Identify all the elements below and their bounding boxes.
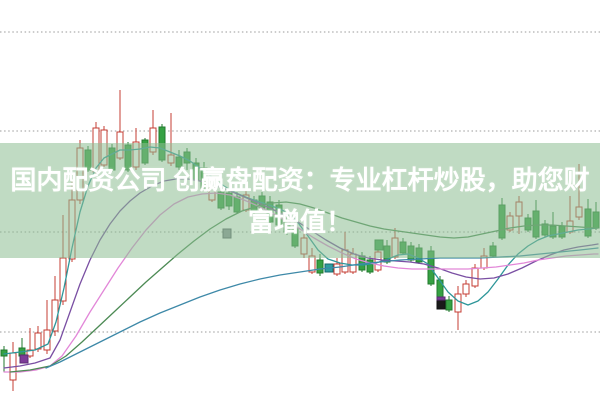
candle-body bbox=[391, 237, 399, 258]
marker-box bbox=[436, 296, 446, 301]
ma-purple bbox=[3, 178, 599, 369]
candle-body bbox=[149, 127, 157, 153]
candle-body bbox=[462, 283, 470, 295]
candle-body bbox=[183, 151, 191, 164]
candle-body bbox=[26, 349, 34, 357]
candle-body bbox=[366, 259, 374, 273]
candle-body bbox=[141, 139, 149, 164]
candle-body bbox=[175, 156, 183, 168]
candle-body bbox=[515, 201, 523, 217]
candle-body bbox=[132, 141, 140, 168]
candle-body bbox=[333, 263, 341, 275]
candle-body bbox=[592, 211, 600, 229]
candle-body bbox=[471, 267, 479, 287]
candle-body bbox=[124, 144, 132, 171]
candle-body bbox=[584, 208, 592, 237]
ma-green bbox=[9, 201, 599, 373]
candle-body bbox=[558, 225, 566, 238]
marker-box bbox=[19, 354, 29, 364]
candle-body bbox=[498, 204, 506, 239]
candle-body bbox=[116, 131, 124, 159]
marker-box bbox=[222, 228, 232, 239]
marker-box bbox=[436, 299, 446, 310]
candle-body bbox=[445, 299, 453, 311]
candle-body bbox=[316, 259, 324, 274]
candle-body bbox=[575, 206, 583, 218]
candle-body bbox=[532, 210, 540, 238]
candle-body bbox=[233, 196, 241, 213]
candle-body bbox=[399, 241, 407, 254]
candle-body bbox=[76, 147, 84, 201]
candle-body bbox=[34, 332, 42, 350]
candle-body bbox=[291, 227, 299, 247]
candle-body bbox=[0, 349, 8, 357]
candle-body bbox=[407, 245, 415, 261]
candle-body bbox=[489, 245, 497, 257]
candle-body bbox=[167, 154, 175, 164]
candle-body bbox=[158, 126, 166, 161]
candle-body bbox=[84, 149, 92, 171]
candle-body bbox=[108, 147, 116, 171]
marker-box bbox=[374, 239, 384, 251]
candle-body bbox=[524, 217, 532, 231]
candle-body bbox=[454, 293, 462, 313]
candle-body bbox=[300, 237, 308, 255]
